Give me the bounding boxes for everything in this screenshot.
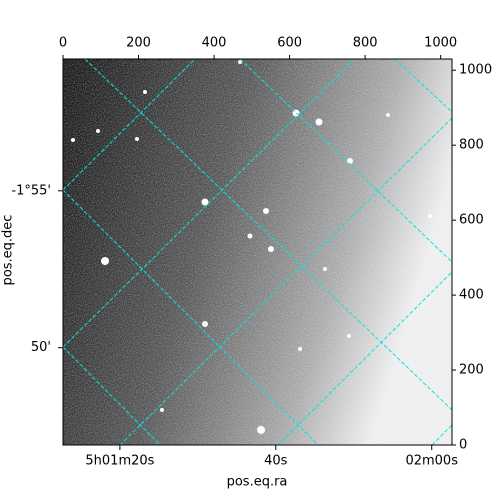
image <box>63 59 452 445</box>
ra-tick-label: 40s <box>264 454 288 469</box>
dec-tick-label: 50' <box>31 340 51 355</box>
y-tick-label: 800 <box>459 138 484 153</box>
x-axis-label: pos.eq.ra <box>227 475 288 490</box>
y-tick-label: 0 <box>459 438 467 453</box>
x-tick-label: 800 <box>353 36 378 51</box>
x-tick-label: 1000 <box>424 36 457 51</box>
y-tick-label: 1000 <box>459 63 492 78</box>
dec-tick-label: -1°55' <box>11 183 51 198</box>
x-tick-label: 400 <box>202 36 227 51</box>
x-tick-label: 0 <box>59 36 67 51</box>
y-tick-label: 400 <box>459 288 484 303</box>
frame <box>62 58 453 446</box>
y-tick-label: 200 <box>459 363 484 378</box>
x-tick-label: 200 <box>126 36 151 51</box>
y-tick-label: 600 <box>459 213 484 228</box>
x-tick-label: 600 <box>277 36 302 51</box>
coordinate-grid <box>63 59 452 445</box>
ra-tick-label: 02m00s <box>405 454 458 469</box>
ra-tick-label: 5h01m20s <box>85 454 154 469</box>
y-axis-label: pos.eq.dec <box>1 215 16 286</box>
